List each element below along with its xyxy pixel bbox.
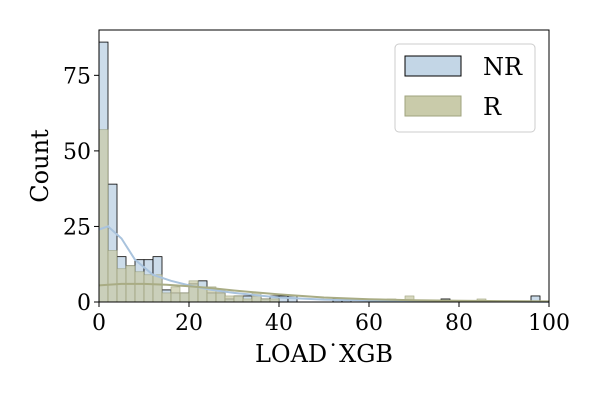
bar-r-14: [224, 295, 235, 303]
x-tick-label: 20: [175, 311, 203, 336]
legend-swatch-nr: [404, 55, 462, 77]
kde-line-r: [98, 282, 550, 303]
x-tick-label: 0: [92, 311, 106, 336]
bar-r-7: [161, 292, 172, 303]
bar-r-0: [98, 129, 109, 303]
kde-layer: [98, 225, 550, 303]
bar-r-8: [170, 286, 181, 303]
y-tick-label: 50: [63, 140, 91, 165]
x-tick-label: 40: [265, 311, 293, 336]
x-tick-label: 60: [355, 311, 383, 336]
legend-label-r: R: [483, 93, 502, 121]
bar-r-2: [116, 268, 127, 303]
y-tick-label: 25: [63, 215, 91, 240]
plot-frame: [98, 29, 550, 303]
y-tick-label: 0: [77, 291, 91, 316]
bar-r-6: [152, 274, 163, 303]
bar-r-5: [143, 274, 154, 303]
y-axis-title: Count: [26, 129, 54, 203]
bar-r-10: [188, 280, 199, 303]
legend: NR R: [394, 43, 536, 133]
x-axis: 0 20 40 60 80 100: [92, 302, 570, 336]
legend-label-nr: NR: [483, 53, 523, 81]
y-axis: 0 25 50 75: [63, 64, 99, 316]
bar-r-1: [107, 250, 118, 303]
legend-swatch-r: [404, 95, 462, 117]
x-tick-label: 80: [445, 311, 473, 336]
y-tick-label: 75: [63, 64, 91, 89]
bar-r-4: [134, 271, 145, 303]
bar-r-9: [179, 292, 190, 303]
bar-r-15: [233, 295, 244, 303]
x-axis-title: LOAD˙XGB: [255, 340, 393, 368]
x-tick-label: 100: [528, 311, 570, 336]
